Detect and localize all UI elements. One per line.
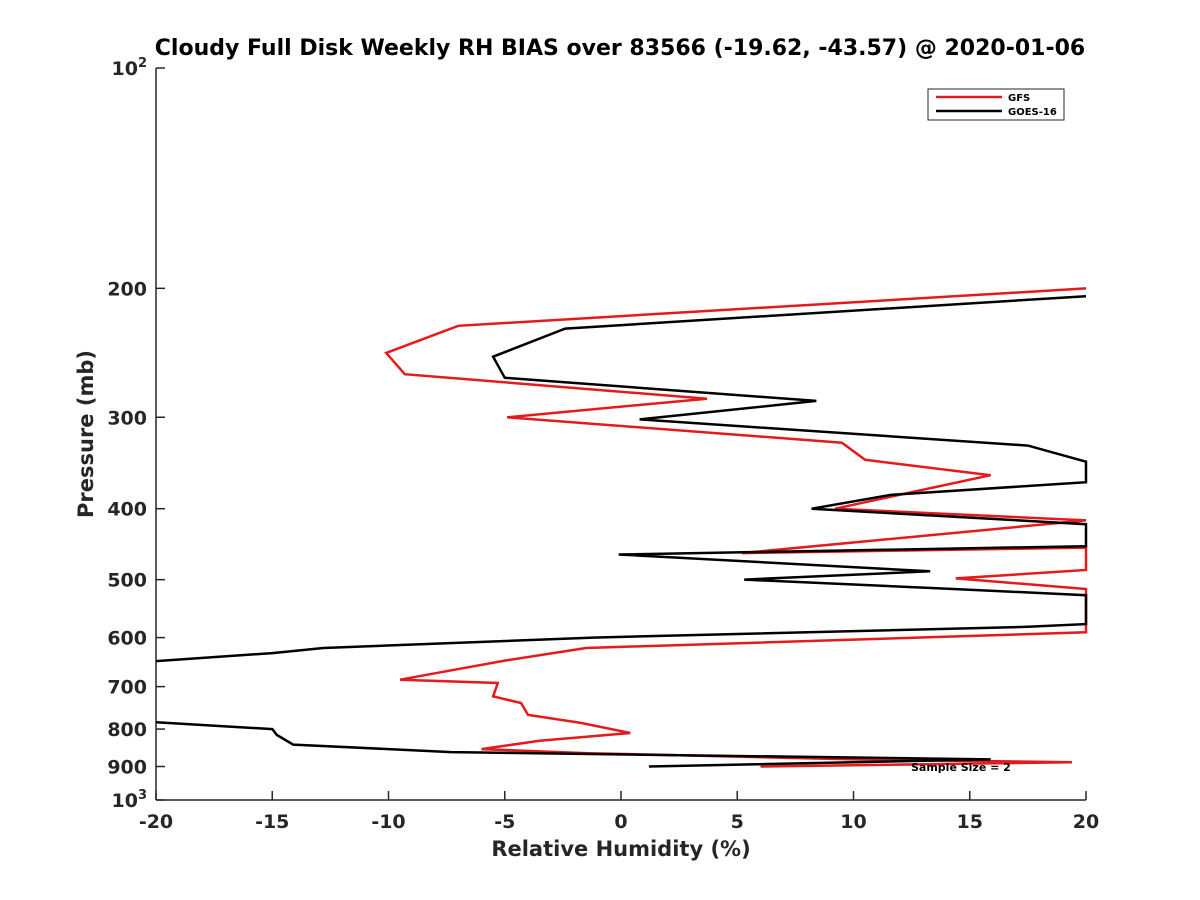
x-tick-label: 20 bbox=[1073, 811, 1099, 833]
y-tick-label: 600 bbox=[107, 628, 147, 650]
series-layer bbox=[155, 287, 1088, 768]
legend-label-gfs: GFS bbox=[1008, 93, 1030, 104]
y-tick-label: 200 bbox=[107, 278, 147, 300]
x-ticks: -20 -15 -10 -5 0 5 10 15 20 bbox=[139, 791, 1099, 833]
x-tick-label: 10 bbox=[840, 811, 866, 833]
x-tick-label: 5 bbox=[731, 811, 744, 833]
series-line-segment-2 bbox=[155, 720, 991, 768]
x-tick-label: -20 bbox=[139, 811, 173, 833]
chart-title: Cloudy Full Disk Weekly RH BIAS over 835… bbox=[155, 36, 1085, 61]
y-tick-label: 300 bbox=[107, 407, 147, 429]
y-tick-label: 800 bbox=[107, 719, 147, 741]
x-tick-label: 0 bbox=[614, 811, 627, 833]
series-line-gfs bbox=[384, 287, 1088, 768]
legend-box bbox=[927, 88, 1065, 121]
x-tick-label: -5 bbox=[494, 811, 515, 833]
y-tick-label: 103 bbox=[112, 788, 148, 812]
legend: GFS GOES-16 bbox=[927, 88, 1065, 121]
y-tick-label: 500 bbox=[107, 570, 147, 592]
legend-label-goes-16: GOES-16 bbox=[1008, 107, 1057, 118]
y-axis-label: Pressure (mb) bbox=[74, 350, 98, 518]
sample-size-annotation: Sample Size = 2 bbox=[911, 761, 1011, 774]
y-tick-label: 900 bbox=[107, 757, 147, 779]
x-tick-label: -15 bbox=[255, 811, 289, 833]
y-tick-label: 400 bbox=[107, 499, 147, 521]
series-line-goes-16 bbox=[155, 294, 1088, 663]
x-tick-label: 15 bbox=[957, 811, 983, 833]
y-ticks: 102 200 300 400 500 600 700 800 900 103 bbox=[107, 56, 165, 812]
x-tick-label: -10 bbox=[371, 811, 405, 833]
y-tick-label: 102 bbox=[112, 56, 148, 80]
plot-frame bbox=[155, 68, 1086, 801]
x-axis-label: Relative Humidity (%) bbox=[491, 837, 750, 861]
y-tick-label: 700 bbox=[107, 677, 147, 699]
